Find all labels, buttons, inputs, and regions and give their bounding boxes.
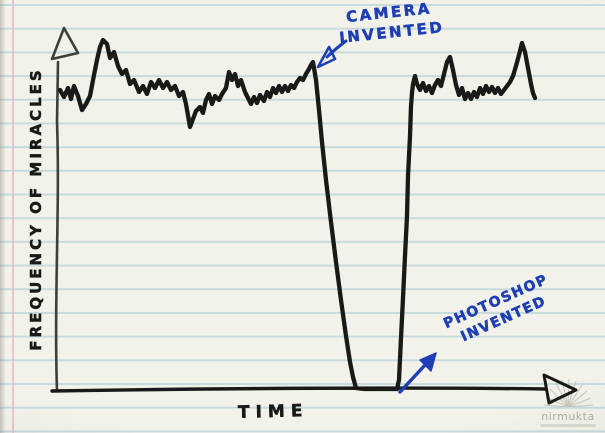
camera-arrowhead-icon bbox=[316, 45, 337, 69]
y-axis-label: FREQUENCY OF MIRACLES bbox=[27, 67, 46, 351]
margin-line bbox=[12, 0, 14, 433]
watermark-tagline bbox=[540, 424, 596, 427]
camera-arrow bbox=[325, 39, 348, 59]
x-axis-arrowhead-icon bbox=[542, 373, 578, 405]
y-axis-arrowhead-icon bbox=[50, 26, 80, 61]
watermark-text: nirmukta bbox=[541, 410, 595, 423]
y-axis-line bbox=[54, 60, 60, 393]
photoshop-arrowhead-icon bbox=[419, 352, 437, 372]
photoshop-arrow bbox=[398, 362, 428, 394]
x-axis-line bbox=[50, 386, 548, 393]
miracles-line bbox=[57, 37, 538, 392]
x-axis-label: TIME bbox=[237, 401, 309, 423]
